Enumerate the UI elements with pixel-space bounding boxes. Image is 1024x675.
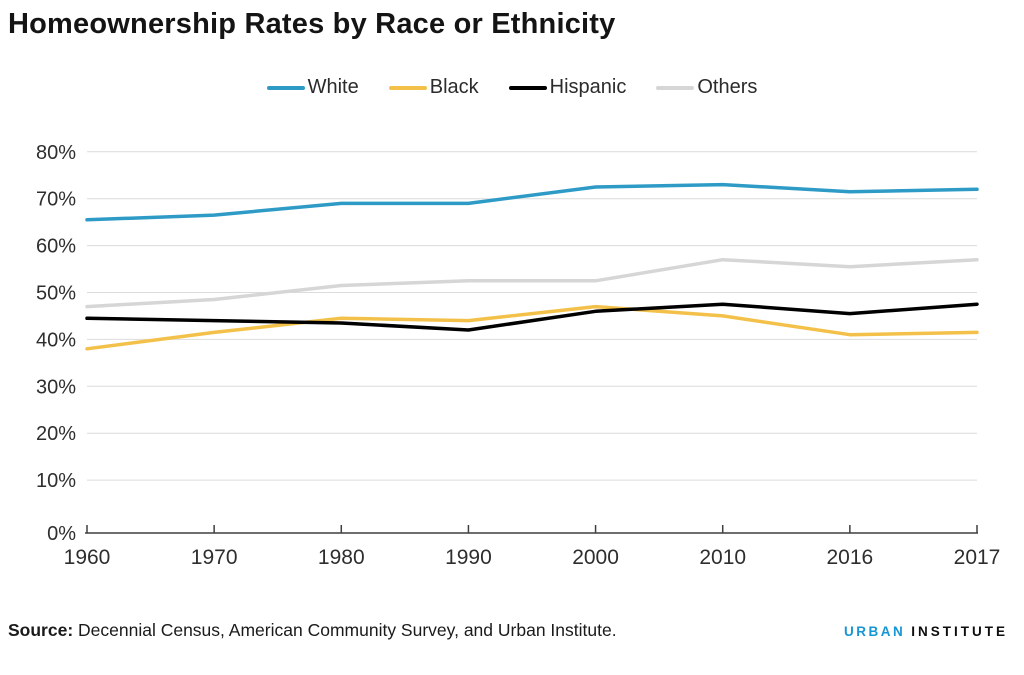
x-tick-label: 1980 bbox=[318, 546, 365, 569]
logo-word-urban: URBAN bbox=[844, 624, 906, 639]
legend-item-black: Black bbox=[388, 76, 479, 99]
y-tick-label: 60% bbox=[36, 236, 76, 258]
y-tick-label: 30% bbox=[36, 376, 76, 398]
y-tick-label: 50% bbox=[36, 283, 76, 305]
source-label: Source: bbox=[8, 620, 74, 640]
y-tick-label: 10% bbox=[36, 470, 76, 492]
legend-item-hispanic: Hispanic bbox=[508, 76, 627, 99]
legend: White Black Hispanic Others bbox=[0, 76, 1024, 99]
legend-label: White bbox=[307, 76, 359, 98]
series-line-white bbox=[85, 182, 979, 222]
legend-label: Hispanic bbox=[549, 76, 627, 98]
source-text: Decennial Census, American Community Sur… bbox=[73, 620, 617, 640]
x-tick-label: 2010 bbox=[699, 546, 746, 569]
x-tick-label: 2017 bbox=[954, 546, 1001, 569]
y-tick-label: 80% bbox=[36, 142, 76, 164]
x-tick-label: 1960 bbox=[64, 546, 111, 569]
x-tick-label: 2000 bbox=[572, 546, 619, 569]
logo-word-institute: INSTITUTE bbox=[911, 624, 1008, 639]
x-tick-label: 2016 bbox=[826, 546, 873, 569]
y-tick-label: 70% bbox=[36, 189, 76, 211]
source-note: Source: Decennial Census, American Commu… bbox=[8, 620, 617, 641]
legend-item-white: White bbox=[266, 76, 359, 99]
footer: Source: Decennial Census, American Commu… bbox=[8, 620, 1008, 641]
legend-swatch-white bbox=[266, 85, 305, 90]
series-line-hispanic bbox=[85, 302, 979, 332]
legend-swatch-others bbox=[656, 85, 695, 90]
y-tick-label: 40% bbox=[36, 329, 76, 351]
line-chart: 0% 10% 20% 30% 40% 50% 60% 70% 80% 1960 1970 1980 19… bbox=[36, 142, 1001, 569]
legend-label: Others bbox=[697, 76, 758, 98]
legend-swatch-hispanic bbox=[508, 85, 547, 90]
legend-swatch-black bbox=[388, 85, 427, 90]
page-title: Homeownership Rates by Race or Ethnicity bbox=[8, 8, 616, 40]
urban-institute-logo: URBAN INSTITUTE bbox=[844, 624, 1008, 639]
x-tick-label: 1970 bbox=[191, 546, 238, 569]
y-tick-label: 0% bbox=[47, 523, 76, 545]
series-line-others bbox=[85, 257, 979, 309]
legend-item-others: Others bbox=[656, 76, 757, 99]
series-line-black bbox=[85, 304, 979, 351]
y-tick-label: 20% bbox=[36, 423, 76, 445]
legend-label: Black bbox=[429, 76, 479, 98]
x-tick-label: 1990 bbox=[445, 546, 492, 569]
